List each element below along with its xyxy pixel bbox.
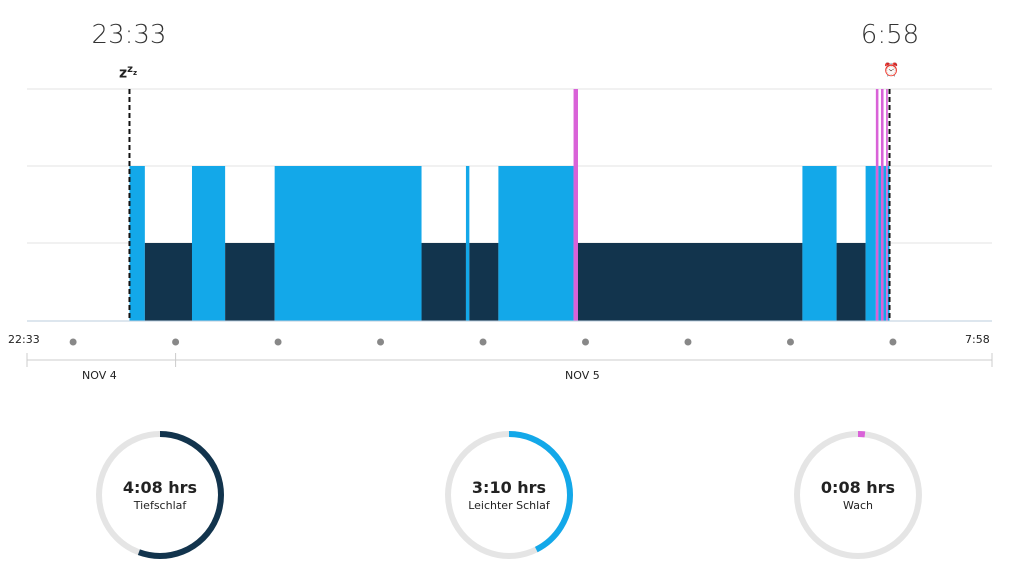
segment-deep — [577, 243, 803, 321]
deep-sleep-value: 4:08 hrs — [122, 478, 198, 497]
date-label-nov5: NOV 5 — [565, 369, 600, 382]
awake-summary: 0:08 hrs Wach — [793, 430, 923, 560]
hour-tick-dot — [172, 338, 180, 346]
light-sleep-ring — [445, 431, 573, 559]
hour-tick-dot — [69, 338, 77, 346]
light-sleep-summary: 3:10 hrs Leichter Schlaf — [444, 430, 574, 560]
ring-progress — [445, 431, 573, 559]
segment-deep — [225, 243, 275, 321]
sleep-timeline-chart — [26, 88, 993, 367]
alarm-clock-icon: ⏰ — [883, 63, 900, 78]
ring-progress — [96, 431, 224, 559]
deep-sleep-label: Tiefschlaf — [133, 499, 187, 512]
sleep-start-time: 23:33 — [91, 20, 167, 50]
date-label-nov4: NOV 4 — [82, 369, 117, 382]
hour-tick-dot — [377, 338, 385, 346]
segment-deep — [836, 243, 866, 321]
hour-tick-dot — [889, 338, 897, 346]
axis-end-label: 7:58 — [965, 333, 990, 346]
segment-light — [865, 166, 876, 321]
segment-light — [802, 166, 837, 321]
wake-time: 6:58 — [860, 20, 920, 50]
deep-sleep-ring — [96, 431, 224, 559]
awake-label: Wach — [843, 499, 873, 512]
segment-light — [465, 166, 470, 321]
segment-deep — [421, 243, 466, 321]
sleep-zzz-icon: zzz — [119, 64, 138, 82]
segment-light — [883, 166, 887, 321]
segment-awake — [880, 89, 884, 321]
deep-sleep-summary: 4:08 hrs Tiefschlaf — [95, 430, 225, 560]
light-sleep-value: 3:10 hrs — [471, 478, 547, 497]
hour-tick-dot — [684, 338, 692, 346]
segment-deep — [144, 243, 192, 321]
axis-start-label: 22:33 — [8, 333, 40, 346]
segment-light — [498, 166, 574, 321]
awake-ring — [794, 431, 922, 559]
awake-value: 0:08 hrs — [820, 478, 896, 497]
light-sleep-label: Leichter Schlaf — [468, 499, 550, 512]
segment-light — [878, 166, 881, 321]
segment-light — [129, 166, 145, 321]
segment-awake — [573, 89, 578, 321]
hour-tick-dot — [479, 338, 487, 346]
segment-light — [274, 166, 422, 321]
segment-light — [191, 166, 226, 321]
segment-awake — [875, 89, 879, 321]
hour-tick-dot — [274, 338, 282, 346]
ring-progress — [794, 431, 922, 559]
hour-tick-dot — [582, 338, 590, 346]
segment-awake — [886, 89, 888, 321]
segment-deep — [469, 243, 499, 321]
hour-tick-dot — [786, 338, 794, 346]
